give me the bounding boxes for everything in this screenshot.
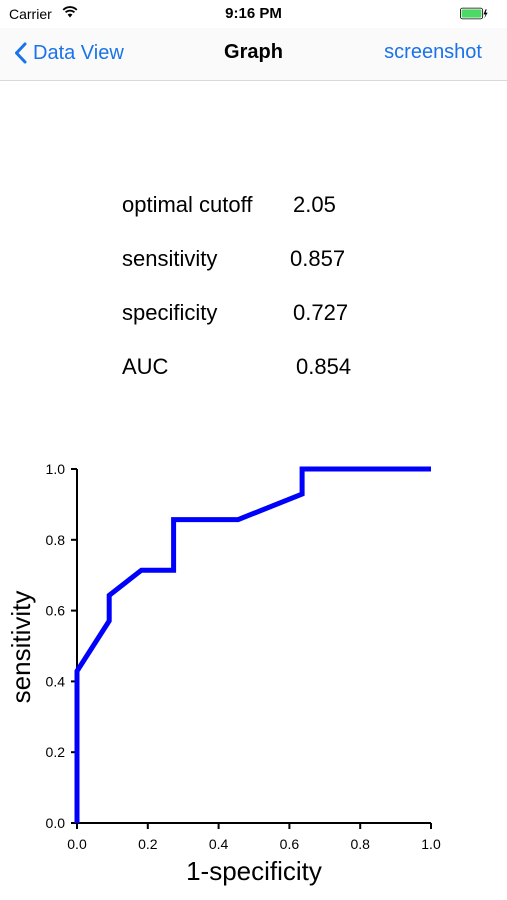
status-bar: Carrier 9:16 PM [0,0,507,28]
x-tick-label: 0.2 [138,836,158,852]
back-button-label: Data View [33,41,124,64]
wifi-icon [62,6,78,18]
sensitivity-value: 0.857 [290,246,346,271]
chevron-left-icon [15,42,27,64]
x-axis: 0.0 0.2 0.4 0.6 0.8 1.0 [67,822,441,852]
carrier-label: Carrier [9,6,52,22]
auc-value: 0.854 [296,354,352,379]
auc-label: AUC [122,354,169,379]
specificity-label: specificity [122,300,218,325]
y-axis: 0.0 0.2 0.4 0.6 0.8 1.0 [46,461,78,831]
back-button[interactable]: Data View [14,38,124,68]
y-tick-label: 0.0 [46,815,66,831]
x-tick-label: 0.0 [67,836,87,852]
optimal-cutoff-value: 2.05 [293,192,336,217]
y-tick-label: 0.4 [46,673,66,689]
optimal-cutoff-label: optimal cutoff [122,192,253,217]
battery-icon [460,7,488,20]
y-tick-label: 1.0 [46,461,66,477]
y-tick-label: 0.8 [46,532,66,548]
y-axis-label: sensitivity [6,591,36,704]
roc-chart: 0.0 0.2 0.4 0.6 0.8 1.0 0.0 0.2 0.4 0.6 0.8 1.0 1-… [6,461,441,886]
x-tick-label: 0.4 [209,836,229,852]
specificity-value: 0.727 [293,300,349,325]
roc-curve-line [74,466,431,823]
x-tick-label: 1.0 [421,836,441,852]
x-tick-label: 0.8 [350,836,370,852]
y-tick-label: 0.6 [46,603,66,619]
y-tick-label: 0.2 [46,744,66,760]
x-tick-label: 0.6 [280,836,300,852]
status-time: 9:16 PM [225,5,282,22]
sensitivity-label: sensitivity [122,246,218,271]
x-axis-label: 1-specificity [186,856,322,886]
navigation-bar: Data View Graph screenshot [0,28,507,81]
screenshot-button[interactable]: screenshot [384,41,482,63]
